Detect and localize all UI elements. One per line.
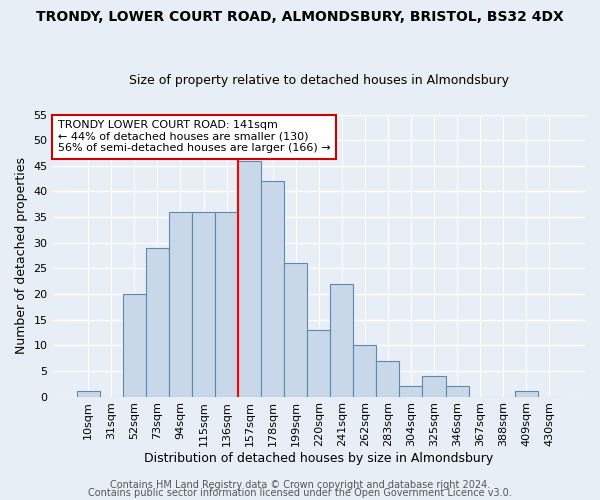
Bar (330, 284, 353, 397)
Bar (446, 386, 469, 396)
Bar (169, 212, 192, 396)
Text: TRONDY LOWER COURT ROAD: 141sqm
← 44% of detached houses are smaller (130)
56% o: TRONDY LOWER COURT ROAD: 141sqm ← 44% of… (58, 120, 331, 154)
Bar (238, 160, 261, 396)
Bar (284, 264, 307, 396)
Bar (307, 330, 330, 396)
Bar (422, 376, 446, 396)
Bar (376, 360, 400, 396)
Text: Contains HM Land Registry data © Crown copyright and database right 2024.: Contains HM Land Registry data © Crown c… (110, 480, 490, 490)
X-axis label: Distribution of detached houses by size in Almondsbury: Distribution of detached houses by size … (144, 452, 493, 465)
Bar (77, 392, 100, 396)
Bar (123, 294, 146, 396)
Title: Size of property relative to detached houses in Almondsbury: Size of property relative to detached ho… (129, 74, 509, 87)
Bar (192, 212, 215, 396)
Y-axis label: Number of detached properties: Number of detached properties (15, 157, 28, 354)
Bar (515, 392, 538, 396)
Bar (400, 386, 422, 396)
Bar (353, 346, 376, 397)
Bar (215, 212, 238, 396)
Bar (146, 248, 169, 396)
Bar (261, 181, 284, 396)
Text: Contains public sector information licensed under the Open Government Licence v3: Contains public sector information licen… (88, 488, 512, 498)
Text: TRONDY, LOWER COURT ROAD, ALMONDSBURY, BRISTOL, BS32 4DX: TRONDY, LOWER COURT ROAD, ALMONDSBURY, B… (36, 10, 564, 24)
